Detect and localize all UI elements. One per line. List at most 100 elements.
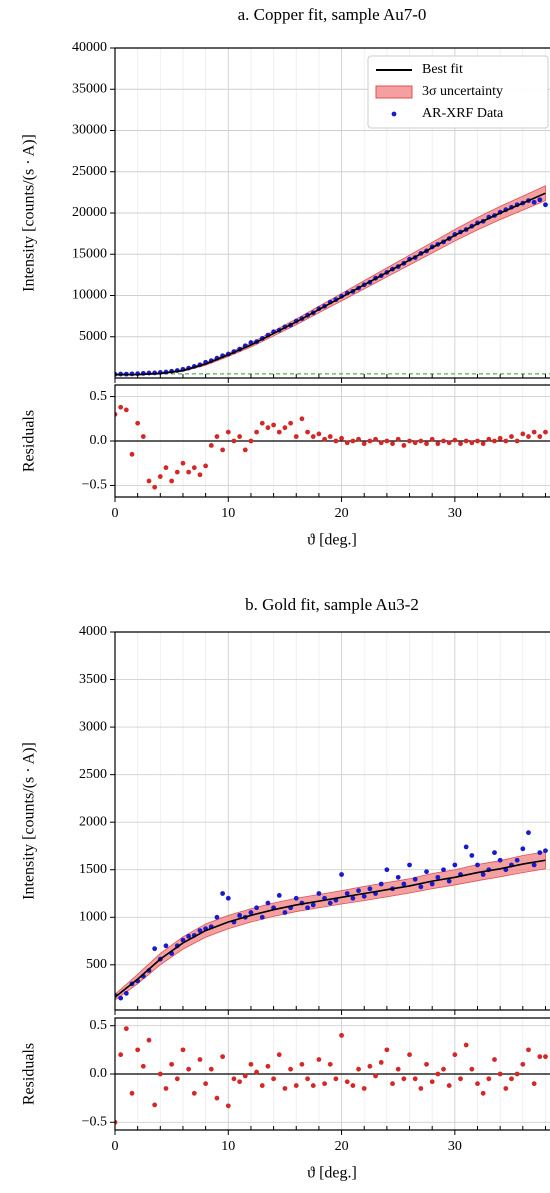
data-point: [458, 1076, 463, 1082]
data-point: [237, 1079, 243, 1085]
fit-line: [115, 859, 546, 998]
data-point: [129, 451, 135, 457]
data-point: [378, 881, 384, 887]
data-point: [225, 1103, 231, 1109]
data-point: [514, 1071, 520, 1077]
uncertainty-band: [115, 185, 546, 376]
data-point: [373, 436, 378, 442]
legend-label: Best fit: [422, 62, 463, 77]
data-point: [458, 441, 463, 447]
data-point: [129, 1090, 135, 1096]
data-point: [220, 447, 226, 453]
legend-label: 3σ uncertainty: [422, 84, 503, 99]
data-point: [208, 443, 214, 448]
data-point: [265, 425, 271, 431]
data-point: [169, 1061, 175, 1067]
y-tick-label: 2500: [79, 767, 107, 782]
data-point: [367, 1063, 373, 1069]
uncertainty-band: [115, 851, 546, 1001]
panel: 0 10 20 30 −0.5 0.0 0.5 Residuals ϑ [deg.]: [21, 384, 550, 549]
data-point: [146, 1037, 152, 1043]
data-point: [429, 1079, 435, 1085]
data-point: [452, 1052, 458, 1058]
legend-label: AR-XRF Data: [422, 106, 504, 121]
data-point: [231, 438, 237, 444]
chart-title: b. Gold fit, sample Au3-2: [245, 595, 419, 614]
data-point: [299, 416, 305, 422]
chart-title: a. Copper fit, sample Au7-0: [238, 5, 427, 24]
data-point: [197, 1057, 203, 1062]
data-point: [520, 846, 526, 852]
data-point: [463, 1042, 469, 1048]
data-point: [350, 1083, 356, 1088]
y-tick-label: 0.0: [90, 433, 108, 448]
data-point: [339, 1032, 344, 1038]
data-point: [537, 1054, 543, 1060]
data-point: [123, 990, 129, 996]
data-point: [163, 1086, 169, 1091]
data-point: [135, 420, 141, 426]
data-point: [350, 895, 356, 901]
data-point: [327, 1061, 333, 1067]
data-point: [492, 1057, 497, 1062]
data-point: [197, 928, 203, 933]
data-point: [208, 1066, 214, 1072]
data-point: [169, 478, 175, 484]
y-tick-label: 25000: [72, 164, 107, 179]
data-point: [480, 441, 486, 447]
data-point: [497, 857, 503, 863]
data-point: [191, 1090, 197, 1096]
data-point: [242, 447, 248, 453]
y-tick-label: 5000: [79, 329, 107, 344]
data-point: [259, 420, 265, 426]
data-point: [526, 434, 531, 439]
data-point: [378, 440, 384, 446]
data-point: [254, 905, 260, 911]
data-point: [214, 1095, 220, 1101]
data-point: [412, 440, 418, 446]
data-point: [356, 436, 361, 442]
data-point: [203, 1081, 209, 1087]
data-point: [174, 1076, 180, 1082]
data-point: [418, 884, 424, 890]
data-point: [424, 869, 429, 875]
x-tick-label: 30: [448, 506, 462, 521]
data-point: [180, 1047, 186, 1053]
y-tick-label: 40000: [72, 40, 107, 55]
y-tick-label: −0.5: [82, 478, 107, 493]
data-point: [497, 1071, 503, 1077]
data-point: [339, 435, 344, 441]
data-point: [367, 438, 373, 444]
data-point: [418, 438, 424, 444]
data-point: [152, 484, 158, 490]
data-point: [248, 910, 254, 915]
data-point: [361, 1086, 367, 1091]
data-point: [316, 1057, 322, 1062]
data-point: [520, 431, 526, 437]
data-point: [526, 830, 531, 836]
data-point: [418, 1086, 424, 1091]
data-point: [361, 441, 367, 447]
data-point: [475, 438, 480, 444]
data-point: [531, 199, 537, 205]
data-point: [344, 891, 350, 896]
data-point: [514, 438, 520, 444]
data-point: [395, 436, 401, 442]
data-point: [441, 1066, 446, 1072]
x-tick-label: 30: [448, 1139, 462, 1154]
data-point: [463, 844, 469, 850]
data-point: [463, 438, 469, 444]
x-tick-label: 20: [335, 1139, 349, 1154]
data-point: [531, 429, 537, 435]
data-point: [186, 469, 192, 475]
data-point: [537, 197, 543, 203]
data-point: [271, 422, 276, 428]
x-tick-label: 0: [112, 506, 119, 521]
y-tick-label: 4000: [79, 624, 107, 639]
data-point: [288, 1066, 293, 1072]
plot-area: [115, 185, 550, 377]
data-point: [537, 434, 543, 439]
data-point: [237, 912, 243, 918]
data-point: [475, 1081, 480, 1087]
